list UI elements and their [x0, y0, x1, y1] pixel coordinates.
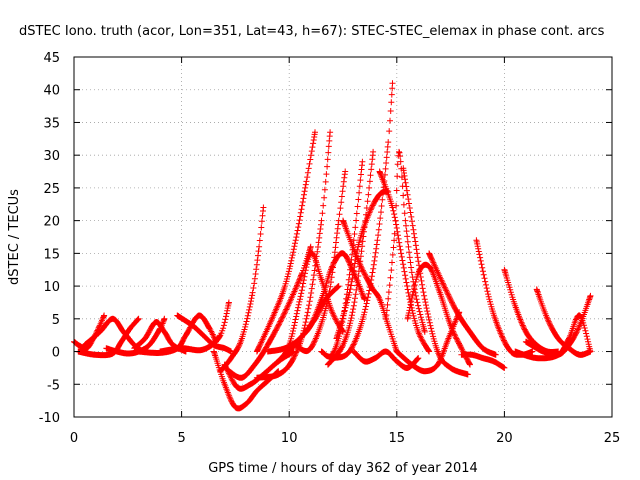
series-arc-23 [329, 80, 396, 362]
data-point-markers [383, 148, 428, 335]
data-point-markers [253, 129, 318, 355]
data-point-markers [210, 348, 282, 412]
series-arc-08 [157, 299, 232, 355]
data-point-markers [324, 148, 377, 368]
data-point-markers [286, 250, 368, 355]
series-arc-27 [400, 165, 471, 378]
series-arc-17 [286, 250, 368, 355]
x-tick-label: 10 [281, 431, 298, 446]
x-tick-label: 0 [70, 431, 78, 446]
y-axis-label: dSTEC / TECUs [7, 189, 22, 285]
y-tick-label: 20 [43, 215, 60, 230]
y-tick-label: 40 [43, 84, 60, 99]
data-point-markers [512, 312, 594, 362]
y-tick-label: 10 [43, 280, 60, 295]
data-point-markers [225, 243, 314, 381]
series-arc-30 [426, 250, 499, 358]
data-point-markers [501, 266, 562, 355]
series-arc-12 [225, 243, 314, 381]
series-arc-29 [393, 309, 463, 375]
y-tick-label: -10 [39, 411, 60, 426]
series-arc-25 [376, 168, 433, 355]
series-arc-33 [501, 266, 562, 355]
data-point-markers [157, 299, 232, 355]
x-tick-label: 20 [496, 431, 513, 446]
series-arc-13 [253, 129, 318, 355]
data-point-markers [426, 250, 499, 358]
series-arc-36 [512, 312, 594, 362]
x-tick-label: 15 [389, 431, 406, 446]
y-tick-label: 30 [43, 149, 60, 164]
tick-layer: 0 5 10 15 20 25 -10 -5 0 5 10 15 20 25 30 35 40 45 [39, 51, 621, 446]
series-arc-09 [210, 348, 282, 412]
data-point-markers [458, 351, 508, 371]
chart-title: dSTEC Iono. truth (acor, Lon=351, Lat=43… [19, 24, 605, 39]
data-point-markers [376, 168, 433, 355]
y-tick-label: 45 [43, 51, 60, 66]
grid [74, 57, 612, 417]
x-tick-label: 5 [177, 431, 185, 446]
data-point-markers [253, 129, 334, 381]
y-tick-label: 35 [43, 116, 60, 131]
series-arc-32 [458, 351, 508, 371]
data-point-markers [400, 165, 471, 378]
y-tick-label: 25 [43, 182, 60, 197]
data-layer [71, 80, 594, 412]
plot-frame [73, 56, 613, 418]
series-arc-26 [383, 148, 428, 335]
series-arc-21 [324, 148, 377, 368]
data-point-markers [292, 168, 349, 355]
series-arc-18 [292, 168, 349, 355]
y-tick-label: -5 [47, 378, 60, 393]
y-tick-label: 5 [52, 313, 60, 328]
y-tick-label: 15 [43, 247, 60, 262]
data-point-markers [329, 80, 396, 362]
x-tick-label: 25 [604, 431, 621, 446]
y-tick-label: 0 [52, 346, 60, 361]
data-point-markers [393, 309, 463, 375]
series-arc-15 [253, 129, 334, 381]
x-axis-label: GPS time / hours of day 362 of year 2014 [208, 461, 478, 476]
